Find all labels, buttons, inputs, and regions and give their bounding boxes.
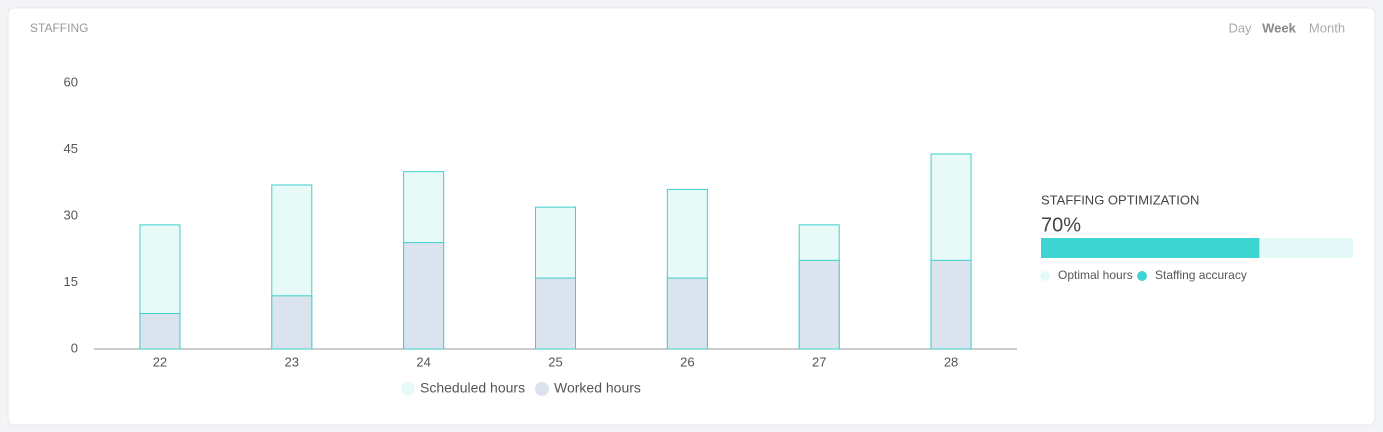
legend-swatch	[1040, 271, 1050, 281]
x-tick-label: 27	[812, 354, 826, 369]
x-tick-label: 25	[548, 354, 562, 369]
bar	[798, 259, 840, 350]
optimization-title: STAFFING OPTIMIZATION	[1041, 192, 1199, 207]
bar	[271, 295, 313, 350]
bar	[930, 259, 972, 350]
bar	[666, 277, 708, 350]
y-tick-label: 60	[64, 74, 78, 89]
legend-label: Scheduled hours	[420, 380, 525, 396]
x-tick-label: 26	[680, 354, 694, 369]
bar	[535, 277, 576, 350]
bar	[403, 242, 445, 350]
optimization-value: 70%	[1041, 214, 1081, 236]
x-tick-label: 24	[416, 354, 430, 369]
legend-swatch	[1137, 271, 1147, 281]
tab[interactable]: Day	[1228, 20, 1252, 35]
y-tick-label: 0	[71, 340, 78, 355]
x-tick-label: 23	[285, 354, 299, 369]
y-tick-label: 30	[64, 207, 78, 222]
progress-fill	[1041, 238, 1260, 258]
y-tick-label: 15	[64, 274, 78, 289]
bar	[139, 313, 181, 350]
legend-swatch	[401, 382, 415, 396]
card-title: STAFFING	[30, 21, 88, 35]
legend-swatch	[535, 382, 549, 396]
legend-label: Worked hours	[554, 380, 641, 396]
x-tick-label: 28	[944, 354, 958, 369]
y-tick-label: 45	[64, 141, 78, 156]
legend-label: Optimal hours	[1058, 268, 1133, 282]
tab[interactable]: Week	[1262, 20, 1296, 35]
legend-label: Staffing accuracy	[1155, 268, 1247, 282]
x-tick-label: 22	[153, 354, 167, 369]
tab[interactable]: Month	[1309, 20, 1345, 35]
